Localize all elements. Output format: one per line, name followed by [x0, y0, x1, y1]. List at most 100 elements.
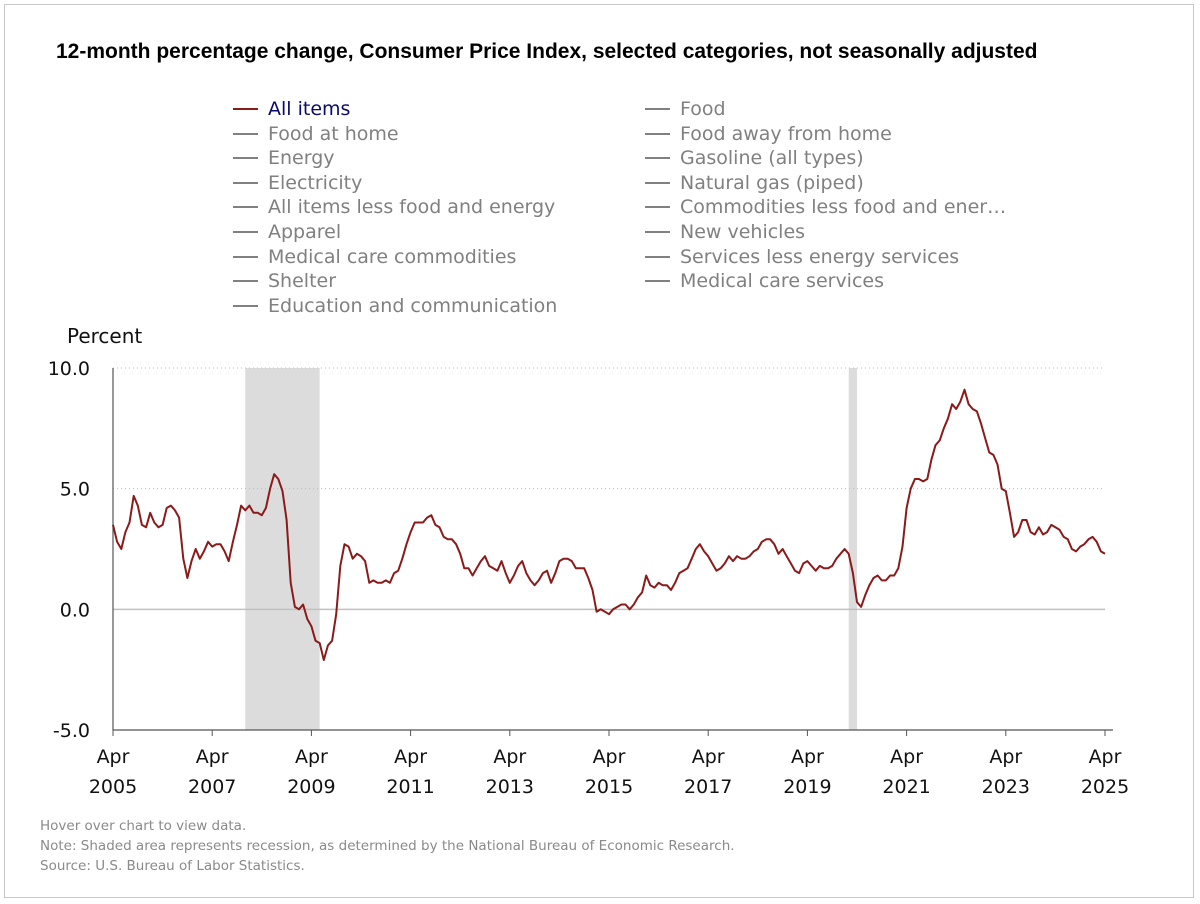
data-point[interactable]: [611, 607, 615, 611]
data-point[interactable]: [917, 477, 921, 481]
data-point[interactable]: [516, 564, 520, 568]
data-point[interactable]: [537, 578, 541, 582]
data-point[interactable]: [979, 422, 983, 426]
data-point[interactable]: [1037, 525, 1041, 529]
data-point[interactable]: [1008, 511, 1012, 515]
data-point[interactable]: [132, 494, 136, 498]
data-point[interactable]: [793, 569, 797, 573]
data-point[interactable]: [1095, 540, 1099, 544]
data-point[interactable]: [272, 472, 276, 476]
data-point[interactable]: [347, 545, 351, 549]
data-point[interactable]: [231, 540, 235, 544]
data-point[interactable]: [500, 559, 504, 563]
data-point[interactable]: [508, 581, 512, 585]
data-point[interactable]: [194, 547, 198, 551]
data-point[interactable]: [487, 564, 491, 568]
data-point[interactable]: [351, 557, 355, 561]
data-point[interactable]: [838, 552, 842, 556]
data-point[interactable]: [1016, 530, 1020, 534]
data-point[interactable]: [1082, 542, 1086, 546]
data-point[interactable]: [190, 559, 194, 563]
data-point[interactable]: [297, 607, 301, 611]
data-point[interactable]: [235, 523, 239, 527]
data-point[interactable]: [723, 561, 727, 565]
data-point[interactable]: [640, 590, 644, 594]
data-point[interactable]: [743, 557, 747, 561]
data-point[interactable]: [665, 583, 669, 587]
data-point[interactable]: [694, 547, 698, 551]
data-point[interactable]: [268, 487, 272, 491]
data-point[interactable]: [590, 588, 594, 592]
data-point[interactable]: [1066, 537, 1070, 541]
data-point[interactable]: [276, 477, 280, 481]
data-point[interactable]: [921, 479, 925, 483]
legend-item[interactable]: New vehicles: [645, 220, 805, 244]
data-point[interactable]: [896, 566, 900, 570]
data-point[interactable]: [429, 513, 433, 517]
data-point[interactable]: [628, 607, 632, 611]
data-point[interactable]: [797, 571, 801, 575]
data-point[interactable]: [880, 578, 884, 582]
legend-item[interactable]: Gasoline (all types): [645, 146, 864, 170]
legend-item[interactable]: Energy: [233, 146, 335, 170]
data-point[interactable]: [1041, 533, 1045, 537]
data-point[interactable]: [140, 523, 144, 527]
data-point[interactable]: [615, 605, 619, 609]
data-point[interactable]: [334, 612, 338, 616]
data-point[interactable]: [814, 569, 818, 573]
data-point[interactable]: [1103, 552, 1107, 556]
data-point[interactable]: [541, 571, 545, 575]
data-point[interactable]: [123, 530, 127, 534]
data-point[interactable]: [136, 504, 140, 508]
data-point[interactable]: [789, 561, 793, 565]
data-point[interactable]: [1062, 535, 1066, 539]
data-point[interactable]: [425, 516, 429, 520]
data-point[interactable]: [1020, 518, 1024, 522]
data-point[interactable]: [301, 603, 305, 607]
data-point[interactable]: [1012, 535, 1016, 539]
data-point[interactable]: [202, 549, 206, 553]
data-point[interactable]: [479, 559, 483, 563]
data-point[interactable]: [326, 644, 330, 648]
data-point[interactable]: [1049, 523, 1053, 527]
data-point[interactable]: [322, 658, 326, 662]
data-point[interactable]: [289, 581, 293, 585]
data-point[interactable]: [309, 624, 313, 628]
data-point[interactable]: [533, 583, 537, 587]
data-point[interactable]: [781, 547, 785, 551]
data-point[interactable]: [342, 542, 346, 546]
data-point[interactable]: [884, 578, 888, 582]
data-point[interactable]: [681, 569, 685, 573]
legend-item[interactable]: Electricity: [233, 171, 362, 195]
data-point[interactable]: [872, 576, 876, 580]
data-point[interactable]: [619, 603, 623, 607]
data-point[interactable]: [466, 566, 470, 570]
data-point[interactable]: [1058, 528, 1062, 532]
data-point[interactable]: [636, 595, 640, 599]
legend-item[interactable]: All items: [233, 97, 350, 121]
legend-item[interactable]: Food: [645, 97, 726, 121]
data-point[interactable]: [971, 407, 975, 411]
data-point[interactable]: [1000, 487, 1004, 491]
data-point[interactable]: [702, 549, 706, 553]
data-point[interactable]: [748, 554, 752, 558]
data-point[interactable]: [545, 569, 549, 573]
data-point[interactable]: [549, 581, 553, 585]
data-point[interactable]: [148, 511, 152, 515]
data-point[interactable]: [223, 549, 227, 553]
data-point[interactable]: [475, 566, 479, 570]
series-line-all-items[interactable]: [112, 388, 1106, 661]
data-point[interactable]: [892, 574, 896, 578]
data-point[interactable]: [830, 564, 834, 568]
data-point[interactable]: [442, 535, 446, 539]
data-point[interactable]: [714, 569, 718, 573]
data-point[interactable]: [818, 564, 822, 568]
data-point[interactable]: [686, 566, 690, 570]
data-point[interactable]: [710, 561, 714, 565]
data-point[interactable]: [119, 547, 123, 551]
data-point[interactable]: [152, 520, 156, 524]
data-point[interactable]: [578, 566, 582, 570]
legend-item[interactable]: Food at home: [233, 122, 399, 146]
data-point[interactable]: [165, 506, 169, 510]
data-point[interactable]: [371, 578, 375, 582]
